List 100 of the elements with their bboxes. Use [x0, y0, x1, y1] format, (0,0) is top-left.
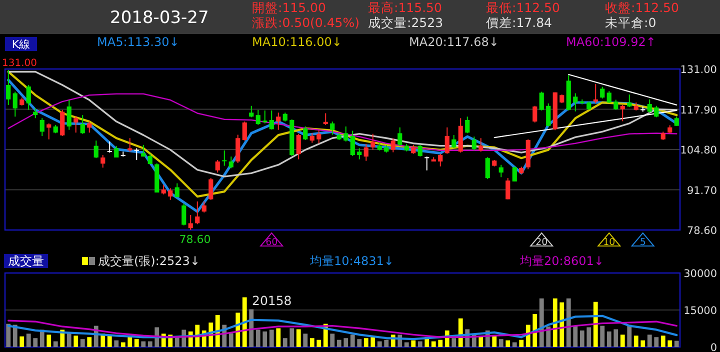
candlestick: [249, 105, 254, 118]
bar: [80, 339, 85, 347]
bar: [87, 337, 92, 347]
candlestick: [188, 214, 193, 230]
candlestick: [236, 134, 240, 164]
bar: [566, 298, 571, 347]
candlestick: [398, 126, 402, 147]
candlestick: [296, 133, 301, 160]
bar: [350, 334, 355, 347]
candlestick: [364, 143, 368, 162]
bar: [519, 340, 524, 347]
bar: [242, 297, 247, 347]
candlestick: [195, 200, 200, 225]
candlestick: [182, 203, 186, 226]
text: MA60:109.92↑: [566, 35, 656, 49]
bar: [654, 337, 659, 347]
candlestick: [357, 148, 362, 160]
candlestick: [161, 184, 166, 195]
y-tick-label: 117.90: [680, 104, 717, 116]
chart-title: 2018-03-27: [110, 8, 209, 28]
bar: [506, 340, 510, 347]
candlestick: [600, 86, 605, 99]
bar: [438, 340, 443, 347]
candlestick: [94, 140, 98, 159]
bar: [539, 298, 544, 347]
text: 最低:112.50: [486, 0, 560, 15]
bar: [141, 341, 146, 347]
candlestick: [269, 110, 274, 130]
candlestick: [539, 91, 544, 111]
candlestick: [647, 98, 652, 114]
candlestick: [310, 132, 314, 144]
candlestick: [627, 94, 632, 108]
bar: [53, 341, 58, 347]
candlestick: [485, 156, 490, 180]
text: 最高:115.50: [368, 0, 442, 15]
bar: [26, 334, 31, 347]
candlestick: [654, 105, 659, 118]
candlestick: [74, 116, 78, 134]
candlestick: [100, 154, 106, 168]
bar: [20, 336, 24, 347]
bar: [668, 340, 672, 347]
bar: [634, 336, 638, 347]
text: 收盤:112.50: [605, 0, 679, 15]
bar: [364, 338, 368, 347]
bar: [580, 330, 584, 347]
candlestick: [222, 150, 227, 166]
annotation: 131.00: [2, 58, 37, 69]
candlestick: [532, 105, 538, 123]
annotation: 78.60: [179, 233, 211, 246]
candlestick: [26, 84, 31, 110]
bar: [276, 328, 281, 347]
bar: [296, 329, 301, 347]
bar: [600, 326, 605, 347]
candlestick: [202, 200, 206, 213]
text: K線: [12, 38, 30, 51]
text: 價差:17.84: [486, 15, 552, 30]
y-tick-label: 30000: [684, 268, 717, 280]
bar: [498, 339, 504, 347]
bar: [418, 341, 422, 347]
text: 漲跌:0.50(0.45%): [252, 15, 360, 30]
bar: [593, 302, 598, 347]
bar: [660, 336, 666, 347]
bar: [512, 342, 517, 347]
candlestick: [620, 104, 625, 122]
candlestick: [168, 188, 173, 200]
bar: [614, 329, 618, 347]
bar: [290, 328, 294, 347]
candlestick: [465, 116, 470, 134]
text: 未平倉:0: [605, 15, 656, 30]
candlestick: [316, 130, 322, 144]
candlestick: [148, 153, 152, 164]
bar: [674, 340, 679, 347]
text: 均量20:8601↓: [519, 254, 604, 268]
candlestick: [40, 118, 44, 136]
y-tick-label: 104.80: [680, 144, 717, 156]
candlestick: [228, 156, 234, 169]
candlestick: [498, 164, 504, 178]
text: MA5:113.30↓: [97, 35, 180, 49]
bar: [174, 337, 180, 347]
line-series: [8, 70, 678, 178]
candlestick: [87, 121, 92, 134]
candlestick: [370, 133, 376, 150]
bar: [330, 334, 335, 347]
line-series: [7, 314, 678, 340]
bar: [303, 334, 308, 347]
candlestick: [444, 126, 450, 154]
candlestick: [323, 112, 328, 126]
candlestick: [418, 144, 422, 158]
legend-label: 成交量(張):2523↓: [98, 254, 200, 268]
candlestick: [276, 112, 281, 130]
candlestick: [107, 141, 112, 154]
candlestick: [66, 100, 72, 130]
text: MA20:117.68↓: [409, 35, 499, 49]
y-tick-label: 0: [710, 342, 717, 352]
candlestick: [12, 91, 18, 118]
bar: [377, 341, 382, 347]
candlestick: [134, 148, 139, 160]
bar: [282, 338, 288, 347]
bar: [46, 334, 52, 347]
bar: [228, 333, 234, 347]
